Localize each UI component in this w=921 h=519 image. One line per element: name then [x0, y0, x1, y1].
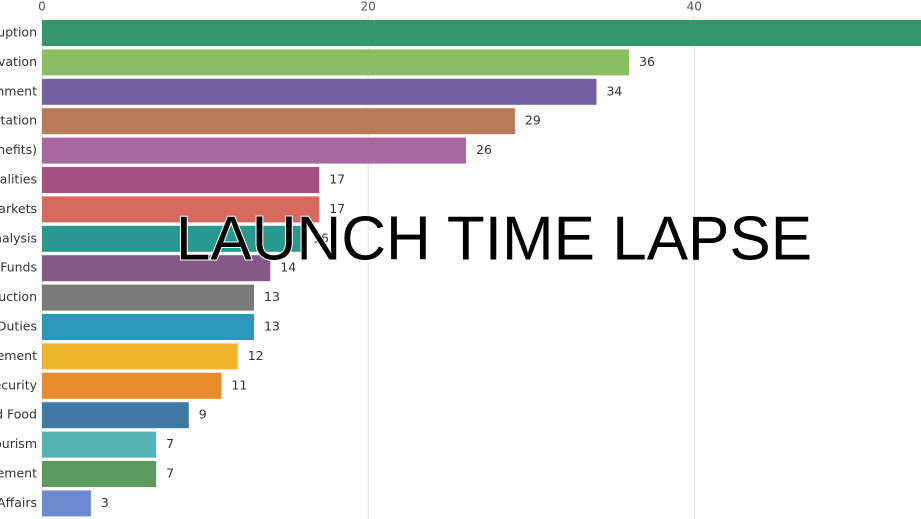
bar: [42, 343, 238, 370]
category-label: Affairs: [0, 495, 37, 510]
category-label: nment: [0, 83, 37, 98]
category-label: uption: [0, 25, 37, 40]
bar: [42, 314, 255, 340]
value-label: 7: [166, 466, 174, 481]
value-label: 34: [606, 83, 622, 98]
category-label: d Food: [0, 407, 37, 422]
x-tick-label: 20: [361, 0, 376, 14]
bar: [42, 49, 630, 76]
category-label: rtation: [0, 113, 37, 128]
bar: [42, 20, 921, 46]
value-label: 16: [313, 230, 329, 245]
category-label: palities: [0, 172, 37, 187]
bar: [42, 137, 467, 164]
value-label: 7: [166, 436, 174, 451]
value-label: 11: [231, 377, 247, 392]
category-label: Funds: [0, 260, 37, 275]
category-label: Duties: [0, 319, 37, 334]
category-label: ement: [0, 348, 37, 363]
category-label: ecurity: [0, 377, 38, 392]
category-label: nalysis: [0, 230, 37, 245]
category-label: ement: [0, 466, 37, 481]
bar: [42, 255, 271, 282]
category-label: vation: [0, 54, 37, 69]
bar: [42, 284, 255, 311]
value-label: 9: [199, 407, 207, 422]
value-label: 17: [329, 201, 345, 216]
category-label: ourism: [0, 436, 37, 451]
bar: [42, 196, 320, 223]
bar: [42, 431, 157, 458]
bar: [42, 490, 91, 517]
bar: [42, 402, 189, 429]
category-label: uction: [0, 289, 37, 304]
bar: [42, 167, 320, 193]
value-label: 12: [248, 348, 264, 363]
category-label: arkets: [0, 201, 37, 216]
value-label: 14: [280, 260, 296, 275]
category-label: nefits): [0, 142, 37, 157]
value-label: 17: [329, 172, 345, 187]
bar: [42, 372, 222, 399]
bar: [42, 78, 597, 105]
bar: [42, 461, 157, 487]
value-label: 13: [264, 319, 280, 334]
launch-button[interactable]: LAUNCH TIME LAPSE: [175, 203, 813, 274]
value-label: 29: [525, 113, 541, 128]
value-label: 36: [639, 54, 655, 69]
value-label: 3: [101, 495, 109, 510]
value-label: 13: [264, 289, 280, 304]
x-tick-label: 40: [687, 0, 702, 14]
bar: [42, 225, 303, 252]
bar: [42, 108, 515, 135]
x-tick-label: 0: [38, 0, 46, 14]
value-label: 26: [476, 142, 492, 157]
